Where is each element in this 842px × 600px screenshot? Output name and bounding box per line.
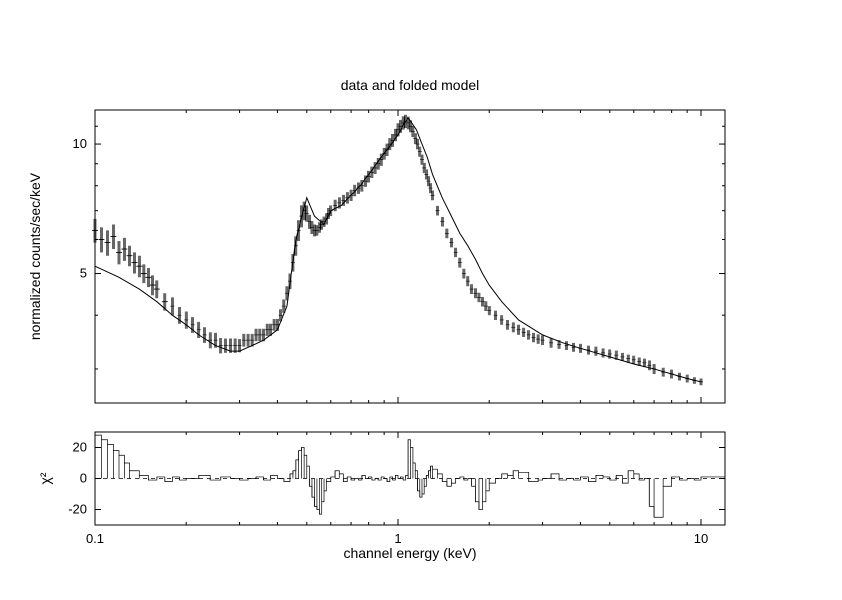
chart-container: 5 10 normalized counts/sec/keV -20 0 20 0.1 1 10…	[0, 0, 842, 595]
svg-text:10: 10	[694, 531, 708, 546]
svg-text:1: 1	[394, 531, 401, 546]
svg-text:-20: -20	[68, 502, 87, 517]
svg-text:channel energy (keV): channel energy (keV)	[343, 545, 476, 561]
spectrum-chart: 5 10 normalized counts/sec/keV -20 0 20 0.1 1 10…	[0, 0, 842, 595]
svg-text:data and folded model: data and folded model	[341, 77, 480, 93]
svg-text:5: 5	[80, 266, 87, 281]
svg-text:0: 0	[80, 471, 87, 486]
svg-text:0.1: 0.1	[86, 531, 104, 546]
svg-text:χ²: χ²	[37, 472, 53, 484]
svg-text:normalized counts/sec/keV: normalized counts/sec/keV	[27, 172, 43, 340]
svg-text:10: 10	[73, 136, 87, 151]
svg-text:20: 20	[73, 440, 87, 455]
